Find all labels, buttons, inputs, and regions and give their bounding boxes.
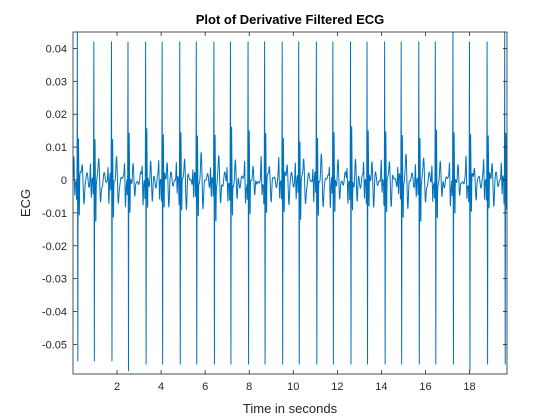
x-axis-label: Time in seconds	[243, 401, 338, 416]
x-tick-label: 18	[463, 381, 475, 393]
x-tick-label: 8	[246, 381, 252, 393]
x-axis: 2 4 6 8 10 12 14 16 18	[114, 32, 476, 393]
x-tick-label: 12	[331, 381, 343, 393]
ecg-series-line	[73, 32, 507, 372]
y-tick-label: -0.02	[42, 241, 67, 253]
y-tick-label: 0.04	[46, 43, 67, 55]
x-tick-label: 4	[158, 381, 164, 393]
y-tick-label: 0.03	[46, 76, 67, 88]
y-tick-label: 0.02	[46, 109, 67, 121]
axes-frame	[72, 31, 508, 375]
plot-area: 2 4 6 8 10 12 14 16 18 0.04 0.03 0.02 0.01 0 -0.01 -0.…	[42, 31, 508, 393]
x-tick-label: 10	[287, 381, 299, 393]
x-tick-label: 14	[375, 381, 387, 393]
y-tick-label: 0	[61, 175, 67, 187]
y-tick-label: -0.01	[42, 208, 67, 220]
y-tick-label: -0.05	[42, 339, 67, 351]
y-axis: 0.04 0.03 0.02 0.01 0 -0.01 -0.02 -0.03 -0.04 -0.…	[42, 43, 507, 351]
x-tick-label: 16	[419, 381, 431, 393]
y-tick-label: 0.01	[46, 142, 67, 154]
y-tick-label: -0.03	[42, 274, 67, 286]
chart-title: Plot of Derivative Filtered ECG	[196, 12, 385, 27]
axes-box	[73, 32, 507, 374]
x-tick-label: 2	[114, 381, 120, 393]
x-tick-label: 6	[202, 381, 208, 393]
y-tick-label: -0.04	[42, 307, 67, 319]
y-axis-label: ECG	[18, 189, 33, 217]
